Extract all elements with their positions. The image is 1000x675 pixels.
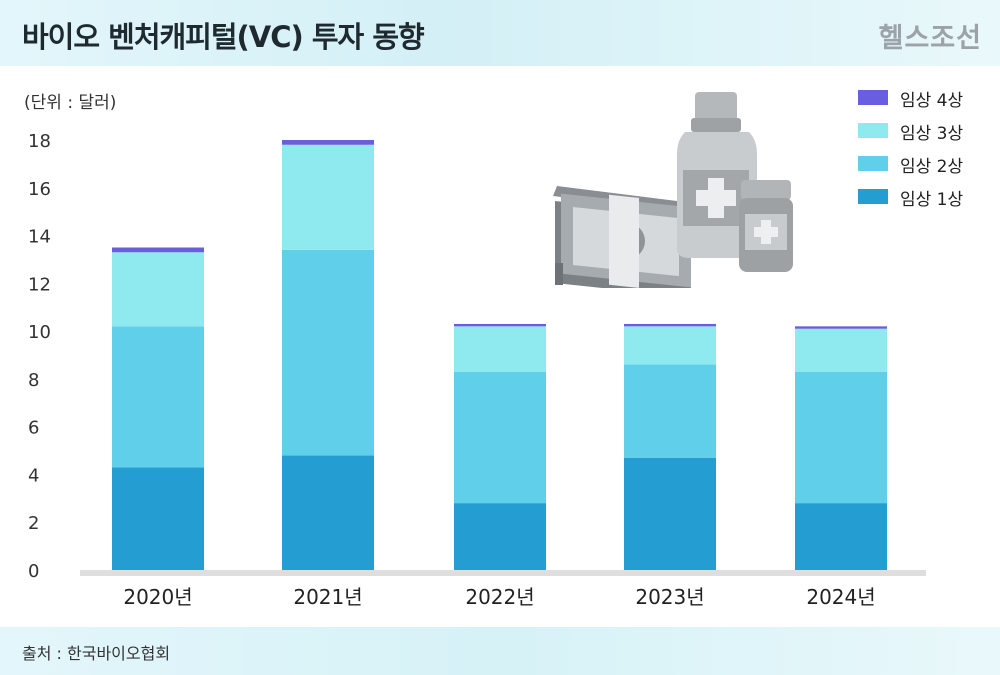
y-tick-label: 16 [28,179,51,200]
bar-segment-3-1 [112,252,204,327]
bar-segment-1-4 [624,457,716,570]
x-tick-label: 2023년 [635,585,704,609]
bar-segment-1-2 [282,455,374,570]
bar-segment-2-5 [795,371,887,504]
y-tick-label: 8 [28,370,39,391]
bar-segment-4-5 [795,326,887,329]
chart-title: 바이오 벤처캐피털(VC) 투자 동향 [22,20,425,54]
bar-segment-4-4 [624,323,716,327]
y-tick-label: 10 [28,322,51,343]
y-tick-label: 0 [28,561,39,582]
bar-segment-2-2 [282,249,374,456]
x-tick-label: 2022년 [465,585,534,609]
legend-swatch-phase1 [858,189,888,204]
legend-swatch-phase4 [858,90,888,105]
legend-label-phase4: 임상 4상 [900,91,964,111]
legend-label-phase2: 임상 2상 [900,157,964,177]
bar-segment-4-2 [282,140,374,145]
x-tick-label: 2020년 [123,585,192,609]
medicine-bottle-icon [677,92,757,258]
footer-bar: 출처 : 한국바이오협회 [0,627,1000,675]
bar-segment-4-1 [112,247,204,253]
money-stack-icon [553,186,691,288]
y-tick-label: 14 [28,227,51,248]
x-axis-baseline [80,570,926,576]
bar-segment-2-4 [624,364,716,458]
header-bar: 바이오 벤처캐피털(VC) 투자 동향 헬스조선 [0,0,1000,66]
unit-label: (단위 : 달러) [24,93,117,113]
bar-segment-1-3 [454,503,546,570]
source-note: 출처 : 한국바이오협회 [22,644,171,663]
pill-bottle-icon [739,180,793,272]
y-tick-label: 12 [28,274,51,295]
bar-segment-1-5 [795,503,887,570]
bar-segment-4-3 [454,323,546,327]
stacked-bar-chart: 0 2 4 6 8 10 12 14 16 18 2020년 2021년 2022년 2023년 2024년 [28,131,926,609]
bar-segment-2-3 [454,371,546,504]
x-tick-label: 2024년 [806,585,875,609]
x-tick-label: 2021년 [293,585,362,609]
y-tick-label: 4 [28,465,39,486]
bar-segment-3-5 [795,328,887,372]
legend-label-phase1: 임상 1상 [900,190,964,210]
bar-segment-3-2 [282,144,374,250]
bar-segment-3-3 [454,326,546,372]
bar-segment-1-1 [112,467,204,570]
legend-swatch-phase3 [858,123,888,138]
y-tick-label: 18 [28,131,51,152]
bar-segment-3-4 [624,326,716,365]
legend-label-phase3: 임상 3상 [900,124,964,144]
money-and-medicine-illustration [553,92,793,288]
y-tick-label: 6 [28,418,39,439]
y-tick-label: 2 [28,513,39,534]
bar-segment-2-1 [112,326,204,468]
brand-logo: 헬스조선 [878,23,982,54]
legend-swatch-phase2 [858,156,888,171]
